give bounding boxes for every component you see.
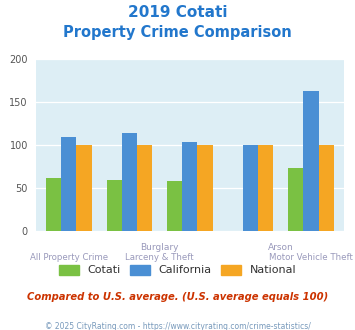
Bar xyxy=(46,178,61,231)
Text: © 2025 CityRating.com - https://www.cityrating.com/crime-statistics/: © 2025 CityRating.com - https://www.city… xyxy=(45,322,310,330)
Bar xyxy=(288,168,304,231)
Bar xyxy=(243,145,258,231)
Bar xyxy=(182,142,197,231)
Bar xyxy=(76,145,92,231)
Text: Larceny & Theft: Larceny & Theft xyxy=(125,253,194,262)
Bar xyxy=(197,145,213,231)
Text: Compared to U.S. average. (U.S. average equals 100): Compared to U.S. average. (U.S. average … xyxy=(27,292,328,302)
Legend: Cotati, California, National: Cotati, California, National xyxy=(59,265,296,275)
Bar xyxy=(319,145,334,231)
Bar xyxy=(61,137,76,231)
Text: Motor Vehicle Theft: Motor Vehicle Theft xyxy=(269,253,353,262)
Bar xyxy=(304,91,319,231)
Bar xyxy=(167,181,182,231)
Bar xyxy=(137,145,152,231)
Bar xyxy=(122,133,137,231)
Text: 2019 Cotati: 2019 Cotati xyxy=(128,5,227,20)
Text: Property Crime Comparison: Property Crime Comparison xyxy=(63,25,292,40)
Bar xyxy=(106,180,122,231)
Text: Burglary: Burglary xyxy=(140,243,179,252)
Bar xyxy=(258,145,273,231)
Text: All Property Crime: All Property Crime xyxy=(30,253,108,262)
Text: Arson: Arson xyxy=(268,243,294,252)
